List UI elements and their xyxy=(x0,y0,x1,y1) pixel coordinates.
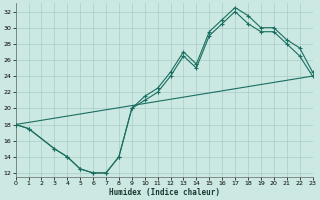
X-axis label: Humidex (Indice chaleur): Humidex (Indice chaleur) xyxy=(108,188,220,197)
